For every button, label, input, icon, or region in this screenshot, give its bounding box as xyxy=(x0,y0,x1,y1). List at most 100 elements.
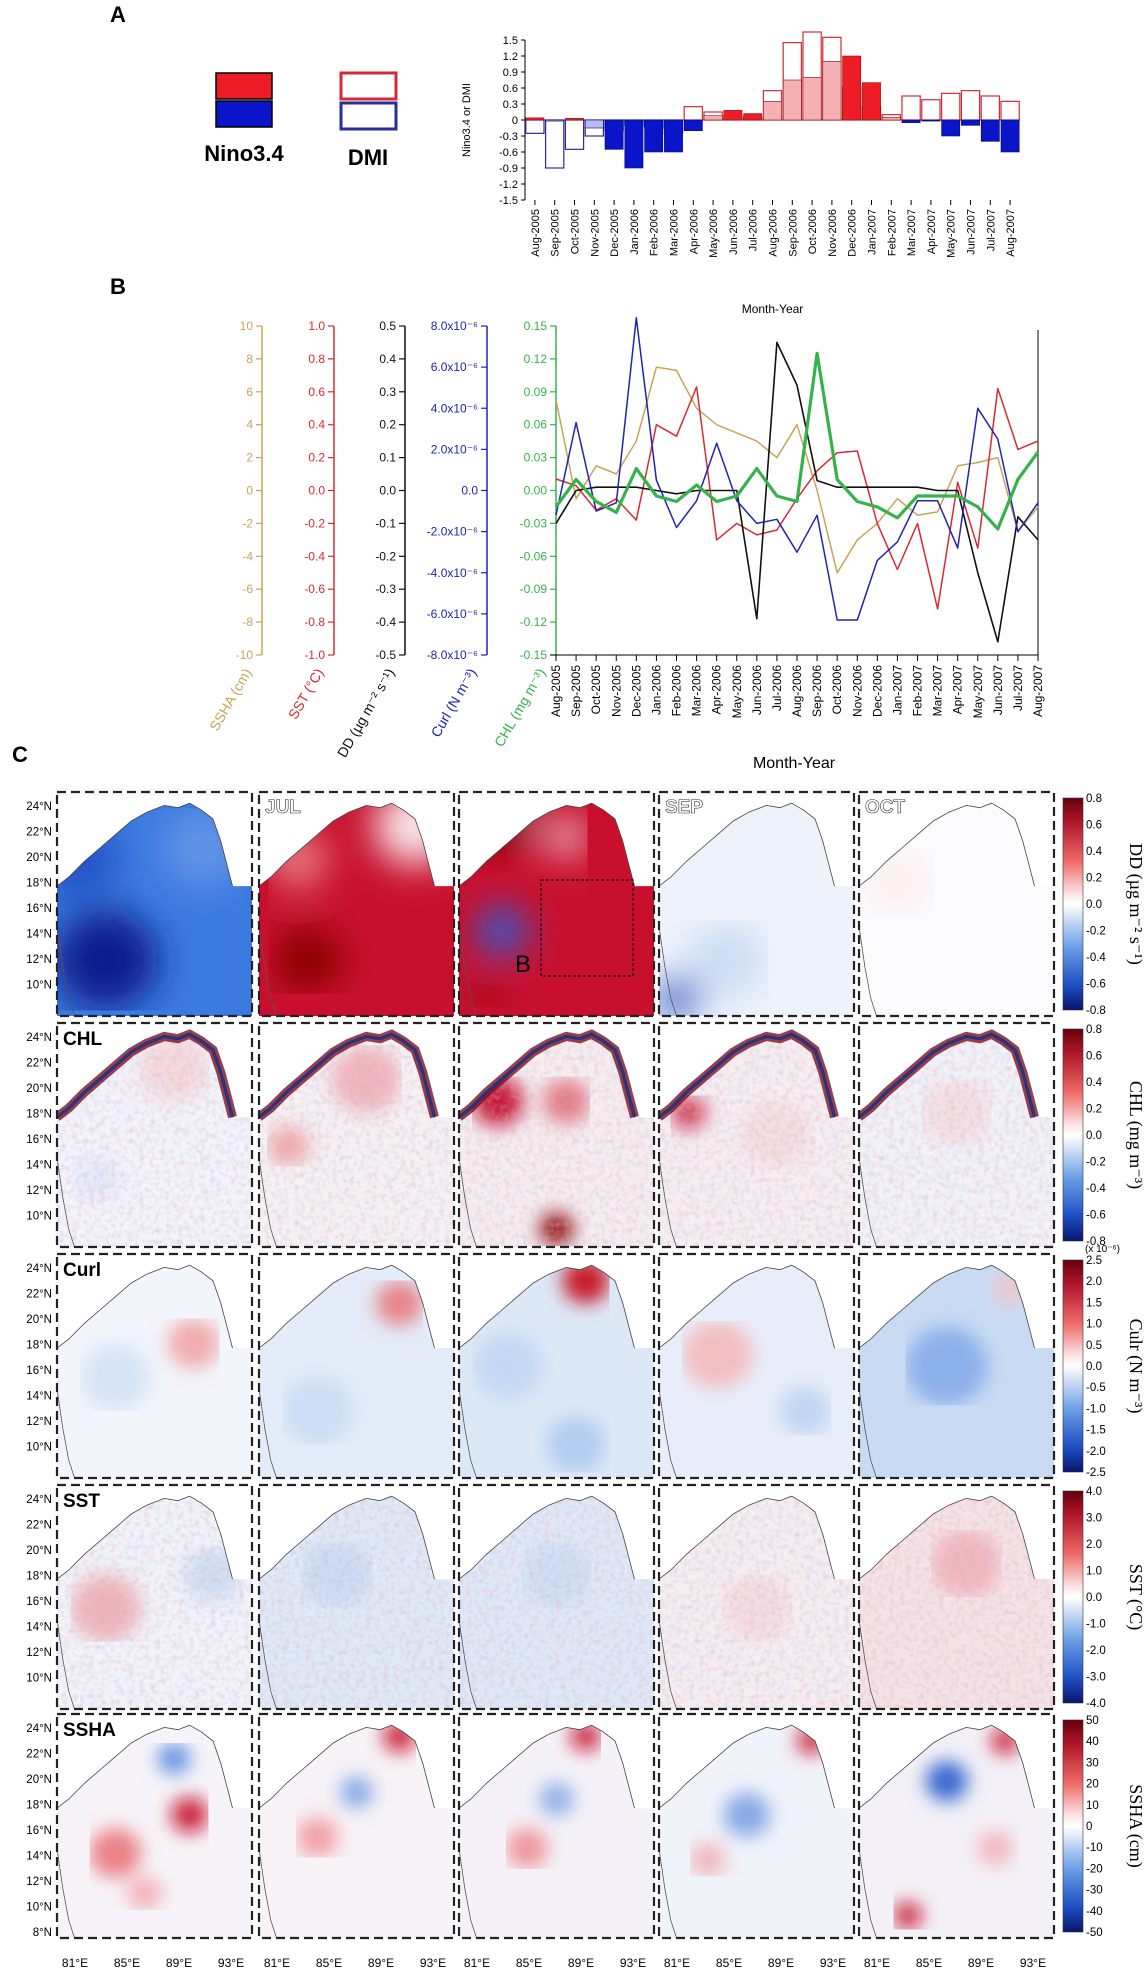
colorbar-label: Culr (N m⁻³) xyxy=(1125,1319,1146,1414)
panel-b-x-tick-label: Oct-2006 xyxy=(830,665,844,715)
west-coastline xyxy=(459,1157,477,1247)
coastline xyxy=(659,1724,835,1809)
colorbar-tick-label: 0.4 xyxy=(1086,846,1103,858)
colorbar-tick-label: -0.6 xyxy=(1086,979,1106,991)
map-panel xyxy=(259,792,454,1016)
west-coastline xyxy=(659,1388,677,1478)
lat-tick-label: 22°N xyxy=(26,827,52,839)
lon-tick-label: 89°E xyxy=(568,1956,594,1970)
land-mask xyxy=(459,1714,654,1809)
coastline xyxy=(57,1724,233,1809)
dmi-bar xyxy=(683,106,704,121)
panel-b-tick-label-ssha: -4 xyxy=(242,549,253,563)
colorbar-tick-label: -2.5 xyxy=(1086,1467,1106,1479)
land-mask xyxy=(57,792,252,887)
panel-b-x-tick-label: Mar-2006 xyxy=(690,665,704,717)
panel-b-x-tick-label: Nov-2006 xyxy=(850,665,864,717)
panel-a-x-tick-label: Apr-2007 xyxy=(926,209,938,254)
west-coastline xyxy=(259,926,277,1016)
land-mask xyxy=(459,792,654,887)
colorbar-tick-label: 20 xyxy=(1086,1779,1099,1791)
panel-a-y-tick-label: 0 xyxy=(512,115,518,127)
map-panel xyxy=(859,1023,1054,1247)
panel-b-tick-label-dd: 0.1 xyxy=(379,451,396,465)
panel-a-y-tick-label: -1.5 xyxy=(499,195,518,207)
map-anomaly-blob xyxy=(682,1321,753,1389)
nino-bar xyxy=(862,82,881,121)
lat-tick-label: 12°N xyxy=(26,1185,52,1197)
panel-a-x-tick-label: Jul-2006 xyxy=(748,209,760,251)
land-mask xyxy=(859,1254,1054,1349)
lat-tick-label: 20°N xyxy=(26,1545,52,1557)
coastline xyxy=(859,802,1035,887)
coastline xyxy=(859,1033,1035,1118)
coastline xyxy=(659,1264,835,1349)
panel-b-tick-label-dd: -0.5 xyxy=(375,648,396,662)
map-panel xyxy=(659,792,854,1016)
lat-tick-label: 12°N xyxy=(26,1876,52,1888)
land-mask xyxy=(659,1714,854,1809)
nino-bar xyxy=(723,110,743,121)
lat-tick-label: 20°N xyxy=(26,852,52,864)
panel-b-tick-label-curl: 2.0x10⁻⁶ xyxy=(431,442,478,456)
lat-tick-label: 12°N xyxy=(26,1416,52,1428)
lat-tick-label: 14°N xyxy=(26,929,52,941)
coastline xyxy=(859,1264,1035,1349)
map-field xyxy=(690,1727,826,1877)
lat-tick-label: 16°N xyxy=(26,1134,52,1146)
map-panel xyxy=(259,1485,454,1709)
colorbar-label: DD (µg m⁻² s⁻¹) xyxy=(1125,843,1146,965)
panel-a-x-tick-label: Aug-2005 xyxy=(530,209,542,257)
nino-bar xyxy=(822,61,842,121)
map-field xyxy=(80,1318,220,1411)
nino-bar xyxy=(881,117,901,121)
land-mask xyxy=(859,1023,1054,1118)
lat-tick-label: 24°N xyxy=(26,1263,52,1275)
panel-b-x-tick-label: Jul-2006 xyxy=(770,665,784,711)
panel-b-x-tick-label: Dec-2006 xyxy=(870,665,884,717)
panel-b-tick-label-sst: 0.6 xyxy=(308,385,325,399)
map-anomaly-blob xyxy=(89,1828,142,1878)
map-field xyxy=(682,1321,831,1436)
colorbar-tick-label: 1.0 xyxy=(1086,1319,1102,1331)
map-row-title: DD xyxy=(63,820,90,841)
lon-tick-label: 81°E xyxy=(864,1956,890,1970)
panel-b-tick-label-chl: 0.09 xyxy=(524,385,548,399)
colorbar-tick-label: -1.0 xyxy=(1086,1403,1106,1415)
panel-b-x-tick-label: Nov-2005 xyxy=(609,665,623,717)
nino-bar xyxy=(842,55,862,121)
lat-tick-label: 22°N xyxy=(26,1289,52,1301)
map-panel xyxy=(659,1485,854,1709)
panel-b-tick-label-chl: 0.03 xyxy=(524,451,548,465)
panel-b-tick-label-chl: -0.09 xyxy=(520,582,548,596)
lat-tick-label: 10°N xyxy=(26,1442,52,1454)
panel-a-x-tick-label: Jul-2007 xyxy=(985,209,997,251)
map-anomaly-blob xyxy=(296,1817,339,1858)
panel-a-x-tick-label: Jun-2007 xyxy=(966,209,978,255)
map-panel xyxy=(859,792,1054,1016)
panel-b-tick-label-sst: -0.8 xyxy=(304,615,325,629)
dmi-bar xyxy=(525,119,545,134)
panel-a-y-tick-label: -0.3 xyxy=(499,131,518,143)
colorbar-tick-label: 2.0 xyxy=(1086,1276,1102,1288)
lon-tick-label: 85°E xyxy=(916,1956,942,1970)
colorbar-label: SSHA (cm) xyxy=(1125,1784,1146,1868)
map-panel xyxy=(459,1714,654,1938)
panel-a-x-tick-label: Nov-2005 xyxy=(589,209,601,257)
series-line-dd xyxy=(555,341,1039,643)
colorbar-tick-label: 2.0 xyxy=(1086,1539,1102,1551)
land-mask xyxy=(259,1485,454,1580)
panel-a-y-tick-label: 1.5 xyxy=(503,35,518,47)
panel-a-x-tick-label: Aug-2006 xyxy=(768,209,780,257)
nino-bar xyxy=(941,119,961,137)
legend-dmi-neg-swatch xyxy=(339,101,398,131)
dmi-bar xyxy=(901,95,921,121)
dmi-bar xyxy=(921,99,941,121)
coastline xyxy=(659,1495,835,1580)
colorbar xyxy=(1062,1028,1084,1242)
map-panel xyxy=(459,1254,654,1478)
lat-tick-label: 18°N xyxy=(26,1109,52,1121)
west-coastline xyxy=(459,1388,477,1478)
